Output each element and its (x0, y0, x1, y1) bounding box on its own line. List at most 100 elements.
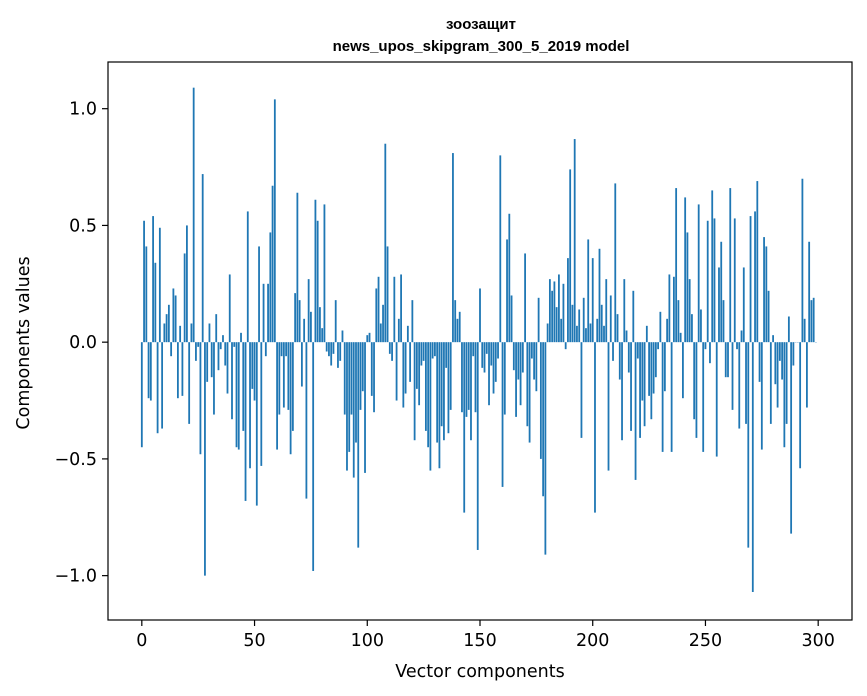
bar (609, 295, 612, 343)
bar (812, 297, 815, 343)
bar (778, 342, 781, 361)
y-tick-label: 0.0 (69, 333, 97, 353)
bar (443, 342, 445, 441)
bar (386, 246, 389, 343)
bar (562, 283, 565, 343)
bar (772, 335, 774, 343)
bar (273, 99, 276, 343)
y-axis-label: Components values (14, 256, 34, 429)
bar (799, 342, 802, 469)
bar (544, 342, 547, 555)
x-axis: 0 50 100 150 200 250 300 (136, 620, 835, 651)
bar (384, 143, 387, 343)
bar (397, 318, 400, 343)
bar (605, 279, 608, 343)
bar (197, 342, 200, 347)
bar (341, 330, 344, 343)
bar (289, 342, 292, 455)
bar (346, 342, 348, 471)
bar (648, 342, 650, 396)
bar (623, 279, 626, 343)
bar (190, 323, 193, 343)
bar (639, 342, 641, 438)
bar (790, 342, 793, 534)
bar (810, 300, 813, 343)
bar (310, 311, 312, 343)
bar (440, 342, 443, 427)
x-axis-label: Vector components (395, 662, 564, 682)
bar (409, 342, 412, 382)
bar (675, 188, 678, 343)
bar (774, 342, 777, 385)
bar (328, 342, 330, 357)
bar (359, 342, 362, 410)
bar (659, 311, 662, 343)
bar (598, 248, 601, 343)
bar (246, 211, 249, 343)
bar (355, 342, 357, 443)
bar (145, 246, 148, 343)
bar (195, 342, 197, 361)
bar (237, 342, 240, 450)
y-tick-label: 1.0 (69, 100, 97, 120)
bar (693, 342, 696, 420)
bar (253, 342, 256, 401)
bar (319, 307, 321, 343)
bar (170, 342, 173, 357)
bar (366, 335, 369, 343)
bar (217, 342, 220, 371)
bar (724, 342, 727, 378)
bar (474, 342, 477, 413)
bar (652, 342, 655, 394)
bar (479, 288, 481, 343)
bar (244, 342, 247, 501)
bar (224, 342, 227, 366)
bar (215, 314, 218, 343)
bar (163, 323, 166, 343)
bar (458, 311, 461, 343)
bar (600, 304, 603, 343)
bar (445, 342, 448, 368)
bar (339, 342, 342, 361)
bar (467, 342, 470, 410)
bar (551, 290, 554, 343)
chart-title: зоозащит (446, 16, 516, 33)
bar (199, 342, 202, 455)
bar (183, 253, 186, 343)
bar (546, 323, 549, 343)
bar (226, 342, 229, 394)
y-tick-label: −0.5 (55, 450, 98, 470)
bar (612, 342, 614, 361)
bar (569, 169, 572, 343)
bar (431, 342, 434, 359)
bar (517, 342, 520, 380)
bar (364, 342, 366, 473)
bar (413, 342, 416, 441)
bar (560, 318, 563, 343)
bar (706, 220, 709, 343)
bar (332, 342, 335, 354)
bar (616, 314, 619, 343)
bar (691, 314, 693, 343)
bar (542, 342, 545, 497)
bar (625, 330, 628, 343)
bar (521, 342, 524, 373)
bar (242, 342, 245, 431)
bar (736, 342, 738, 350)
bar (756, 181, 759, 343)
bar (316, 220, 319, 343)
bar (700, 309, 702, 343)
x-tick-label: 0 (136, 631, 147, 651)
bar (255, 342, 258, 506)
bar (519, 342, 522, 406)
bar (271, 185, 274, 343)
x-tick-label: 50 (243, 631, 265, 651)
bar (567, 258, 569, 343)
bar (630, 342, 632, 431)
bar (156, 342, 159, 434)
bar (654, 342, 657, 378)
bar (314, 199, 317, 343)
bar (278, 342, 281, 415)
bar (461, 342, 463, 413)
bar (783, 342, 786, 448)
